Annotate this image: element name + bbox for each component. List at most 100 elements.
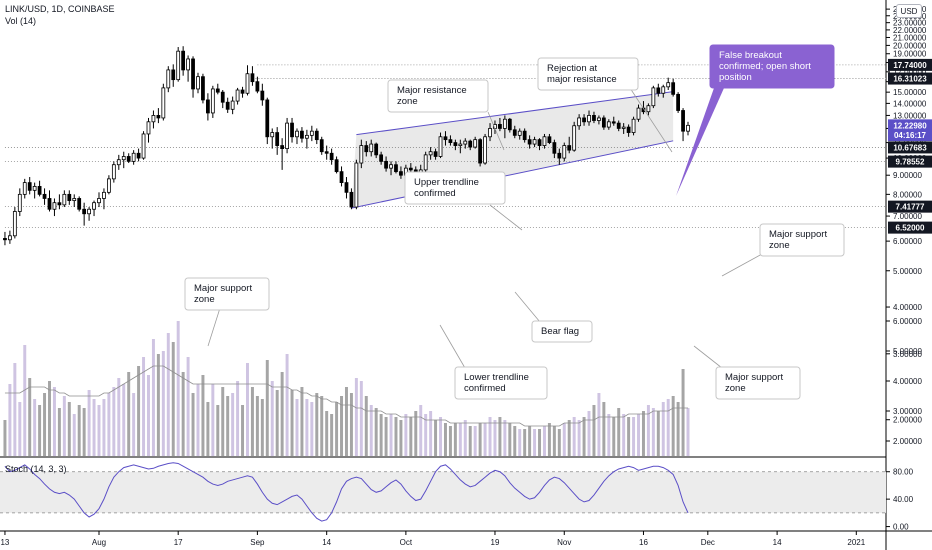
candle-down: [374, 143, 379, 156]
candle-up: [210, 88, 215, 114]
annotation-text: Major resistance: [397, 85, 467, 96]
price-axis-tick-label: 13.00000: [893, 111, 927, 120]
volume-bar: [374, 408, 378, 456]
candle-up: [562, 145, 567, 159]
candle-down: [215, 88, 220, 93]
volume-bar: [656, 411, 660, 456]
price-axis-tick-label: 20.00000: [893, 41, 927, 50]
time-axis-tick-label: 13: [0, 538, 9, 547]
volume-bar: [557, 429, 561, 456]
candle-up: [52, 202, 57, 210]
volume-bar: [483, 423, 487, 456]
candle-down: [255, 81, 260, 92]
volume-bar: [280, 372, 284, 456]
volume-bar: [552, 426, 556, 456]
candle-down: [592, 115, 596, 121]
volume-bar: [592, 405, 596, 456]
candle-down: [453, 142, 458, 146]
volume-bar: [151, 339, 155, 456]
time-axis-tick-label: 14: [322, 538, 331, 547]
volume-bar: [538, 429, 542, 456]
price-tag[interactable]: [888, 58, 932, 71]
symbol-title[interactable]: LINK/USD, 1D, COINBASE: [5, 4, 115, 14]
price-tag-label: 12.22980: [893, 121, 927, 130]
candle-down: [27, 182, 32, 191]
time-axis-tick-label: 2021: [847, 538, 865, 547]
candle-down: [201, 76, 205, 101]
price-axis-tick-label: 8.00000: [893, 190, 922, 199]
annotation-box[interactable]: [759, 223, 845, 257]
price-tag[interactable]: [888, 119, 932, 132]
volume-bar: [607, 414, 611, 456]
price-level-lines: [4, 64, 886, 229]
volume-bar: [349, 393, 353, 456]
volume-bar: [335, 402, 339, 456]
volume-indicator-title[interactable]: Vol (14): [5, 16, 37, 26]
candle-up: [245, 73, 250, 94]
currency-button[interactable]: USD: [896, 4, 922, 18]
volume-bar: [18, 402, 22, 456]
volume-bar: [43, 393, 47, 456]
annotation-box[interactable]: [537, 57, 639, 91]
volume-bar: [666, 399, 670, 456]
price-axis-tick-label: 7.00000: [893, 212, 922, 221]
volume-bar: [651, 408, 655, 456]
volume-bar: [493, 420, 497, 456]
price-axis-tick-label: 15.00000: [893, 88, 927, 97]
annotation-box[interactable]: [404, 171, 506, 205]
candle-down: [468, 140, 473, 148]
candle-up: [235, 89, 240, 102]
candle-up: [597, 117, 601, 121]
candle-down: [616, 122, 621, 129]
volume-bar: [325, 411, 329, 456]
volume-bar: [330, 414, 334, 456]
volume-bar: [57, 408, 61, 456]
price-tag[interactable]: [888, 141, 932, 154]
price-tag[interactable]: [888, 155, 932, 168]
candle-up: [146, 121, 151, 135]
volume-bar: [92, 399, 96, 456]
candle-up: [92, 202, 96, 210]
volume-bar: [513, 426, 517, 456]
volume-bar: [265, 360, 269, 456]
annotation-box[interactable]: [454, 366, 548, 400]
volume-bar: [13, 363, 17, 456]
price-tag[interactable]: [888, 221, 932, 234]
volume-bar: [107, 393, 111, 456]
stoch-band: [0, 471, 886, 513]
volume-bar: [87, 390, 91, 456]
annotation-box[interactable]: [387, 79, 489, 113]
annotation-text: zone: [397, 96, 418, 107]
price-tag[interactable]: [888, 200, 932, 213]
candle-up: [161, 87, 166, 119]
volume-bar: [97, 405, 101, 456]
annotation-box[interactable]: [531, 320, 593, 343]
price-tag[interactable]: [888, 129, 932, 142]
annotation-leader-line: [629, 87, 673, 153]
price-tag[interactable]: [888, 72, 932, 85]
volume-bar: [112, 387, 116, 456]
volume-bar: [246, 363, 249, 456]
candle-up: [389, 164, 393, 169]
volume-bar: [142, 357, 146, 456]
volume-bar: [389, 414, 393, 456]
volume-bar: [186, 357, 190, 456]
annotation-text: Rejection at: [547, 63, 598, 74]
annotation-box[interactable]: [715, 366, 801, 400]
annotation-box[interactable]: [184, 277, 270, 311]
time-axis[interactable]: 13 Aug 17 Sep 14 Oct 19 Nov 16 Dec 14 2021: [0, 531, 866, 547]
candle-up: [666, 82, 671, 88]
candle-up: [22, 182, 27, 195]
volume-moving-average-line: [4, 365, 689, 427]
volume-bar: [231, 393, 235, 456]
stoch-indicator-title[interactable]: Stoch (14, 3, 3): [5, 464, 67, 474]
price-axis-tick-label: 5.00000: [893, 267, 922, 276]
volume-bar: [448, 426, 452, 456]
candle-up: [369, 143, 374, 153]
trade-callout-box[interactable]: [709, 44, 835, 89]
candle-down: [47, 198, 52, 210]
volume-bar: [28, 378, 32, 456]
time-axis-tick-label: Aug: [92, 538, 106, 547]
